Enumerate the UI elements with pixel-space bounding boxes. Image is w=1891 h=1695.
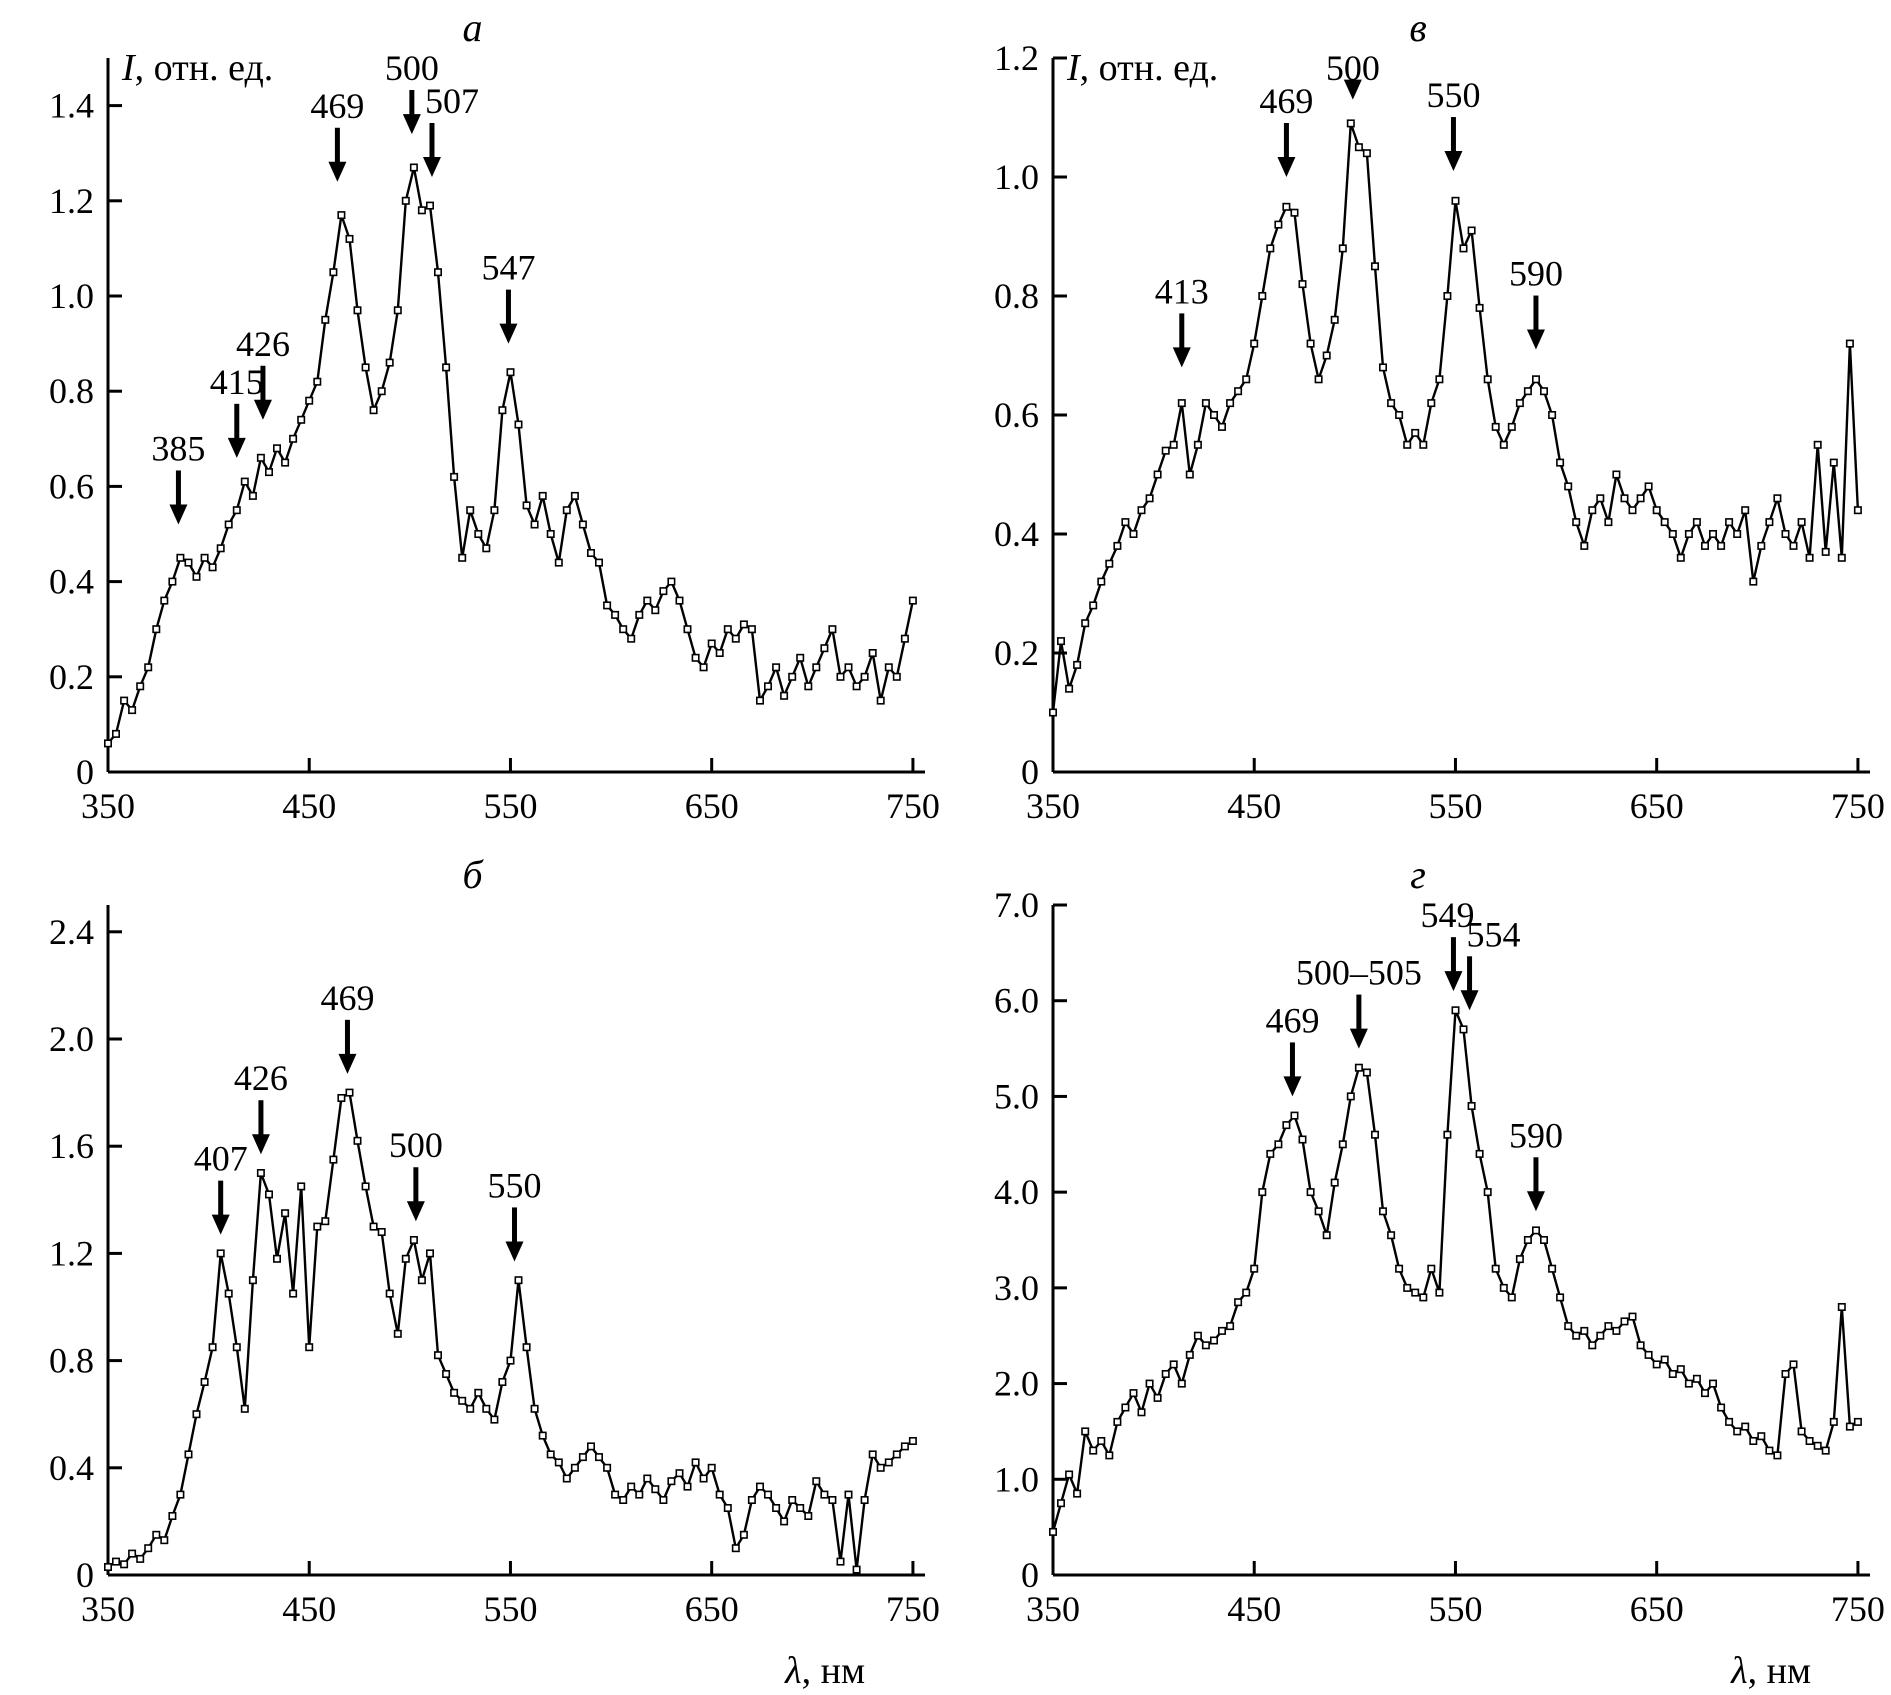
spectrum-chart-g: 350 450 550 650 750 0 1.0 2.0 3.0 4.0 5.0 6.0 7.0 469… (994, 891, 1885, 1629)
svg-text:426: 426 (234, 1058, 288, 1098)
panel-a: а I, отн. ед. 350 450 550 650 750 0 0.2 0.4 0.6 0… (0, 0, 945, 847)
svg-text:1.2: 1.2 (49, 1233, 94, 1273)
svg-text:0: 0 (76, 752, 94, 792)
svg-text:1.0: 1.0 (994, 157, 1039, 197)
svg-text:1.2: 1.2 (994, 44, 1039, 78)
svg-text:554: 554 (1467, 914, 1521, 954)
svg-text:750: 750 (886, 1589, 940, 1629)
svg-text:0.2: 0.2 (49, 657, 94, 697)
svg-text:0.8: 0.8 (49, 1341, 94, 1381)
svg-text:0.4: 0.4 (49, 562, 94, 602)
panel-g-x-axis-label: λ, нм (1731, 1649, 1811, 1693)
panel-g: г 350 450 550 650 750 0 1.0 2.0 3.0 4.0 5.0 6.0 7.0 4… (945, 847, 1891, 1695)
svg-text:450: 450 (1227, 1589, 1281, 1629)
svg-text:0.4: 0.4 (49, 1448, 94, 1488)
wavelength-symbol: λ (1731, 1650, 1748, 1692)
svg-text:0.4: 0.4 (994, 514, 1039, 554)
svg-text:507: 507 (425, 81, 479, 121)
svg-text:650: 650 (1630, 1589, 1684, 1629)
spectrum-chart-v: 350 450 550 650 750 0 0.2 0.4 0.6 0.8 1.0 1.2 413 469… (994, 44, 1885, 826)
svg-text:0: 0 (1021, 1555, 1039, 1595)
svg-text:350: 350 (81, 786, 135, 826)
svg-text:6.0: 6.0 (994, 981, 1039, 1021)
svg-text:350: 350 (1026, 1589, 1080, 1629)
svg-text:407: 407 (194, 1139, 248, 1179)
svg-text:4.0: 4.0 (994, 1172, 1039, 1212)
svg-text:0.6: 0.6 (49, 466, 94, 506)
svg-text:1.2: 1.2 (49, 181, 94, 221)
svg-text:650: 650 (685, 786, 739, 826)
svg-text:469: 469 (320, 978, 374, 1018)
svg-text:1.0: 1.0 (49, 276, 94, 316)
svg-text:500–505: 500–505 (1296, 953, 1422, 993)
svg-text:650: 650 (1630, 786, 1684, 826)
panel-b: б 350 450 550 650 750 0 0.4 0.8 1.2 1.6 2.0 2.4 407 4… (0, 847, 945, 1695)
svg-text:549: 549 (1420, 895, 1474, 935)
svg-text:750: 750 (886, 786, 940, 826)
svg-text:469: 469 (1259, 81, 1313, 121)
svg-text:385: 385 (151, 428, 205, 468)
svg-text:450: 450 (282, 786, 336, 826)
svg-text:450: 450 (1227, 786, 1281, 826)
panel-v: в I, отн. ед. 350 450 550 650 750 0 0.2 0.4 0.6 0… (945, 0, 1891, 847)
intensity-units: , отн. ед. (1079, 47, 1219, 89)
svg-text:5.0: 5.0 (994, 1076, 1039, 1116)
svg-text:547: 547 (481, 248, 535, 288)
svg-text:350: 350 (81, 1589, 135, 1629)
svg-text:550: 550 (487, 1165, 541, 1205)
svg-text:0: 0 (76, 1555, 94, 1595)
spectrum-chart-b: 350 450 550 650 750 0 0.4 0.8 1.2 1.6 2.0 2.4 407 426… (49, 905, 940, 1629)
spectrum-chart-a: 350 450 550 650 750 0 0.2 0.4 0.6 0.8 1.0 1.2 1.4 385… (49, 48, 940, 826)
svg-text:3.0: 3.0 (994, 1268, 1039, 1308)
svg-text:0.8: 0.8 (49, 371, 94, 411)
svg-text:750: 750 (1831, 1589, 1885, 1629)
wavelength-units: , нм (801, 1650, 865, 1692)
svg-text:0.8: 0.8 (994, 276, 1039, 316)
panel-v-title: в (1409, 5, 1427, 50)
panel-b-x-axis-label: λ, нм (785, 1649, 865, 1693)
svg-text:500: 500 (385, 48, 439, 88)
svg-text:550: 550 (483, 1589, 537, 1629)
svg-text:1.6: 1.6 (49, 1126, 94, 1166)
svg-text:550: 550 (1426, 75, 1480, 115)
svg-text:469: 469 (1265, 1000, 1319, 1040)
svg-text:0.6: 0.6 (994, 395, 1039, 435)
svg-text:1.4: 1.4 (49, 86, 94, 126)
svg-text:1.0: 1.0 (994, 1459, 1039, 1499)
wavelength-units: , нм (1747, 1650, 1811, 1692)
panel-a-y-axis-label: I, отн. ед. (122, 46, 273, 90)
svg-text:469: 469 (310, 86, 364, 126)
svg-text:415: 415 (210, 362, 264, 402)
svg-text:650: 650 (685, 1589, 739, 1629)
svg-text:413: 413 (1155, 271, 1209, 311)
intensity-symbol: I (122, 47, 135, 89)
panel-v-y-axis-label: I, отн. ед. (1067, 46, 1218, 90)
svg-text:2.4: 2.4 (49, 912, 94, 952)
svg-text:426: 426 (236, 324, 290, 364)
svg-text:2.0: 2.0 (49, 1019, 94, 1059)
svg-text:500: 500 (389, 1125, 443, 1165)
panel-a-title: а (462, 5, 483, 50)
svg-text:590: 590 (1509, 1115, 1563, 1155)
wavelength-symbol: λ (785, 1650, 802, 1692)
svg-text:450: 450 (282, 1589, 336, 1629)
panel-g-title: г (1410, 852, 1426, 897)
svg-text:750: 750 (1831, 786, 1885, 826)
intensity-units: , отн. ед. (134, 47, 274, 89)
svg-text:2.0: 2.0 (994, 1364, 1039, 1404)
svg-text:550: 550 (1428, 786, 1482, 826)
svg-text:550: 550 (483, 786, 537, 826)
svg-text:7.0: 7.0 (994, 891, 1039, 925)
svg-text:0.2: 0.2 (994, 633, 1039, 673)
svg-text:350: 350 (1026, 786, 1080, 826)
svg-text:550: 550 (1428, 1589, 1482, 1629)
panel-b-title: б (462, 852, 483, 897)
svg-text:590: 590 (1509, 254, 1563, 294)
intensity-symbol: I (1067, 47, 1080, 89)
svg-text:0: 0 (1021, 752, 1039, 792)
